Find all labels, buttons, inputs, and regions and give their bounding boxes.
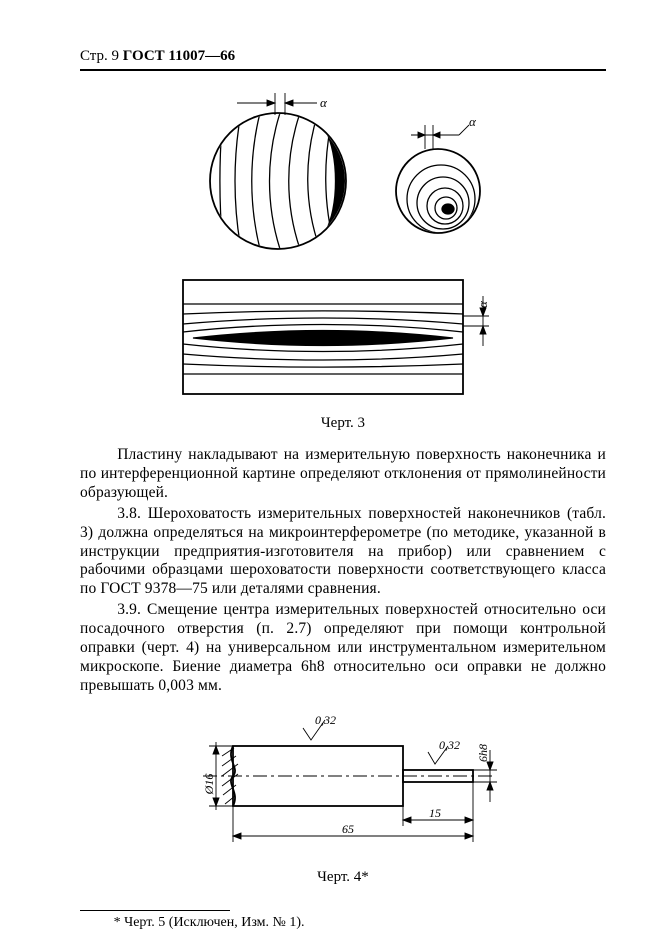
paragraph-1: Пластину накладывают на измерительную по… bbox=[80, 446, 606, 503]
fig3-label-a-side: α bbox=[475, 300, 490, 308]
fig3-label-a-right: α bbox=[469, 114, 477, 129]
figure-3-top: α bbox=[80, 87, 606, 264]
figure-3-rect-svg: α bbox=[153, 272, 533, 404]
figure-4-svg: 0,32 0,32 Ø16 6h8 bbox=[153, 708, 533, 858]
fig4-ra2: 0,32 bbox=[439, 738, 460, 752]
figure-4-caption: Черт. 4* bbox=[80, 869, 606, 886]
fig3-label-a-left: α bbox=[320, 95, 328, 110]
fig4-len-tip: 15 bbox=[429, 806, 441, 820]
fig4-ra1: 0,32 bbox=[315, 713, 336, 727]
page-number: Стр. 9 bbox=[80, 48, 119, 64]
fig4-len-total: 65 bbox=[342, 822, 354, 836]
figure-4: 0,32 0,32 Ø16 6h8 bbox=[80, 708, 606, 863]
paragraph-3: 3.9. Смещение центра измерительных повер… bbox=[80, 601, 606, 696]
figure-3-circles-svg: α bbox=[163, 87, 523, 259]
page: Стр. 9 ГОСТ 11007—66 α bbox=[0, 0, 661, 936]
page-header: Стр. 9 ГОСТ 11007—66 bbox=[80, 48, 606, 71]
figure-3-caption: Черт. 3 bbox=[80, 415, 606, 432]
figure-3-bottom: α bbox=[80, 272, 606, 409]
fig4-dia-tip: 6h8 bbox=[476, 744, 490, 762]
body-text: Пластину накладывают на измерительную по… bbox=[80, 446, 606, 696]
paragraph-2: 3.8. Шероховатость измерительных поверхн… bbox=[80, 505, 606, 600]
footnote-rule bbox=[80, 910, 230, 911]
fig4-dia-body: Ø16 bbox=[202, 773, 216, 795]
standard-code: ГОСТ 11007—66 bbox=[123, 48, 235, 64]
footnote: * Черт. 5 (Исключен, Изм. № 1). bbox=[80, 915, 606, 931]
